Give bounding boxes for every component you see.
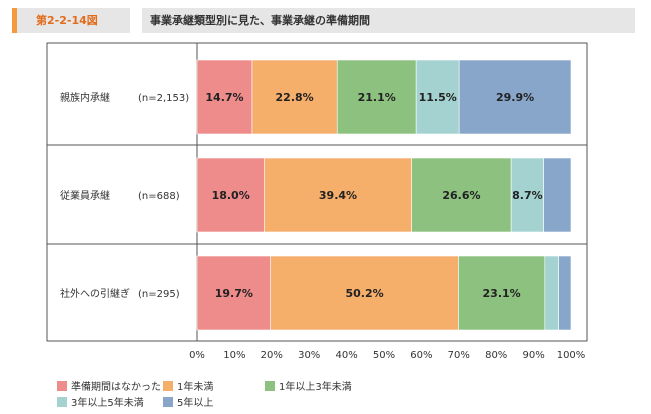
x-tick-label: 70% — [448, 350, 470, 361]
x-tick-label: 20% — [261, 350, 283, 361]
bar-segment — [543, 157, 572, 233]
bar-segment — [415, 59, 460, 135]
figure-header: 第2-2-14図 事業承継類型別に見た、事業承継の準備期間 — [12, 8, 635, 33]
sample-size-label: (n=2,153) — [138, 93, 189, 104]
bar-segment — [458, 59, 572, 135]
bar-segment — [196, 59, 253, 135]
x-tick-label: 30% — [298, 350, 320, 361]
data-label: 23.1% — [483, 287, 521, 300]
bar-segment — [264, 157, 412, 233]
bar-segment — [458, 255, 546, 331]
data-label: 21.1% — [358, 91, 396, 104]
header-separator — [130, 8, 142, 33]
data-label: 29.9% — [496, 91, 534, 104]
x-tick-label: 10% — [223, 350, 245, 361]
chart-frame — [46, 42, 588, 342]
category-label: 社外への引継ぎ — [60, 287, 130, 300]
x-tick-label: 80% — [485, 350, 507, 361]
x-tick-label: 100% — [557, 350, 586, 361]
data-label: 39.4% — [319, 189, 357, 202]
sample-size-label: (n=295) — [138, 289, 180, 300]
bar-segment — [411, 157, 512, 233]
x-tick-label: 0% — [189, 350, 205, 361]
bar-segment — [270, 255, 459, 331]
figure-number: 第2-2-14図 — [36, 14, 98, 27]
x-tick-label: 90% — [522, 350, 544, 361]
header-accent-bar — [12, 8, 17, 33]
bar-segment — [544, 255, 559, 331]
data-label: 8.7% — [512, 189, 543, 202]
x-tick-label: 60% — [410, 350, 432, 361]
figure-title: 事業承継類型別に見た、事業承継の準備期間 — [150, 14, 370, 27]
bar-segment — [251, 59, 338, 135]
data-label: 11.5% — [419, 91, 457, 104]
bar-segment — [558, 255, 572, 331]
x-tick-label: 40% — [335, 350, 357, 361]
bar-segment — [196, 255, 271, 331]
bar-segment — [510, 157, 544, 233]
x-tick-label: 50% — [373, 350, 395, 361]
data-label: 50.2% — [345, 287, 383, 300]
data-label: 18.0% — [212, 189, 250, 202]
category-label: 従業員承継 — [60, 189, 110, 202]
category-label: 親族内承継 — [60, 91, 110, 104]
sample-size-label: (n=688) — [138, 191, 180, 202]
data-label: 14.7% — [205, 91, 243, 104]
bar-segment — [336, 59, 417, 135]
data-label: 19.7% — [215, 287, 253, 300]
data-label: 26.6% — [442, 189, 480, 202]
data-label: 22.8% — [276, 91, 314, 104]
